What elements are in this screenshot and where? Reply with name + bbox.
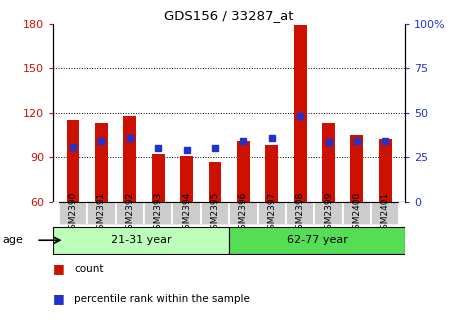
Bar	[144, 202, 172, 225]
Text: GSM2396: GSM2396	[239, 192, 248, 235]
Point	[268, 135, 275, 140]
Bar	[229, 202, 257, 225]
Text: GSM2391: GSM2391	[97, 192, 106, 235]
Text: GSM2392: GSM2392	[125, 192, 134, 235]
Bar	[209, 162, 221, 202]
Text: GSM2395: GSM2395	[211, 192, 219, 235]
Point	[98, 138, 105, 143]
Text: count: count	[74, 264, 104, 274]
Point	[353, 138, 361, 143]
Point	[240, 138, 247, 143]
Bar	[95, 123, 108, 202]
Point	[126, 135, 133, 140]
Point	[183, 147, 190, 152]
Text: GSM2400: GSM2400	[352, 192, 362, 235]
Text: 21-31 year: 21-31 year	[111, 235, 171, 245]
Bar	[371, 202, 400, 225]
Point	[296, 113, 304, 118]
Bar	[343, 202, 371, 225]
Bar	[53, 226, 229, 254]
Text: GSM2390: GSM2390	[69, 192, 78, 235]
Bar	[237, 141, 250, 202]
Bar	[152, 154, 165, 202]
Bar	[294, 25, 307, 202]
Bar	[229, 226, 405, 254]
Text: GSM2397: GSM2397	[267, 192, 276, 235]
Bar	[350, 135, 363, 202]
Bar	[265, 145, 278, 202]
Text: GSM2398: GSM2398	[296, 192, 305, 235]
Bar	[400, 202, 405, 225]
Point	[155, 145, 162, 151]
Text: GSM2394: GSM2394	[182, 192, 191, 235]
Title: GDS156 / 33287_at: GDS156 / 33287_at	[164, 9, 294, 23]
Point	[382, 138, 389, 143]
Text: GSM2393: GSM2393	[154, 192, 163, 235]
Point	[211, 145, 219, 151]
Text: 62-77 year: 62-77 year	[287, 235, 348, 245]
Bar	[88, 202, 116, 225]
Bar	[59, 202, 88, 225]
Point	[69, 144, 77, 150]
Bar	[116, 202, 144, 225]
Bar	[257, 202, 286, 225]
Bar	[286, 202, 314, 225]
Bar	[67, 120, 80, 202]
Bar	[180, 156, 193, 202]
Bar	[172, 202, 201, 225]
Bar	[201, 202, 229, 225]
Text: GSM2399: GSM2399	[324, 192, 333, 235]
Text: ■: ■	[53, 262, 65, 275]
Bar	[379, 139, 392, 202]
Text: ■: ■	[53, 293, 65, 305]
Bar	[322, 123, 335, 202]
Bar	[53, 202, 59, 225]
Text: age: age	[2, 235, 23, 245]
Text: percentile rank within the sample: percentile rank within the sample	[74, 294, 250, 304]
Point	[325, 139, 332, 145]
Bar	[314, 202, 343, 225]
Bar	[124, 116, 136, 202]
Text: GSM2401: GSM2401	[381, 192, 390, 235]
